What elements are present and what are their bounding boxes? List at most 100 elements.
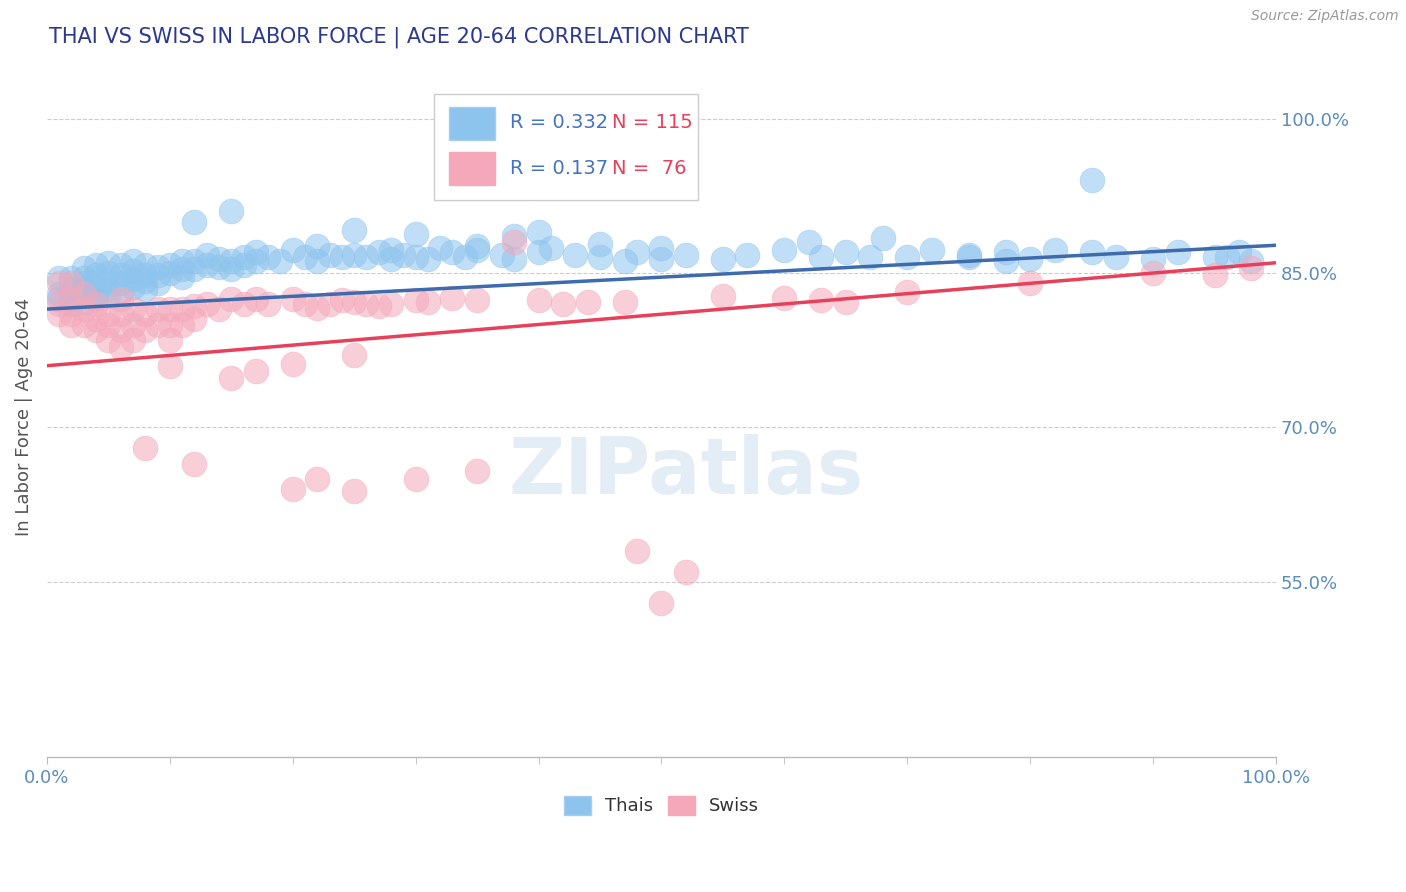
Point xyxy=(48,286,70,301)
Point xyxy=(60,271,83,285)
Point xyxy=(527,293,550,307)
Point xyxy=(1204,268,1226,282)
Point xyxy=(73,281,96,295)
Point xyxy=(134,307,156,321)
Point xyxy=(97,256,120,270)
Point xyxy=(281,292,304,306)
Point xyxy=(232,297,254,311)
Point xyxy=(307,253,329,268)
Point xyxy=(356,250,378,264)
Point xyxy=(122,333,145,347)
Point xyxy=(650,241,672,255)
Point xyxy=(994,245,1017,260)
Point xyxy=(110,323,132,337)
Point xyxy=(110,284,132,298)
Point xyxy=(589,237,612,252)
Point xyxy=(257,297,280,311)
Point xyxy=(159,302,181,317)
Point xyxy=(122,318,145,332)
Point xyxy=(343,348,366,362)
Point xyxy=(343,223,366,237)
Point xyxy=(441,245,464,260)
Point xyxy=(110,277,132,291)
Point xyxy=(957,247,980,261)
Point xyxy=(650,595,672,609)
Text: N = 115: N = 115 xyxy=(612,113,693,133)
Point xyxy=(208,252,231,266)
Text: N =  76: N = 76 xyxy=(612,159,686,178)
FancyBboxPatch shape xyxy=(434,95,699,200)
Point xyxy=(454,250,477,264)
Point xyxy=(60,277,83,291)
Point xyxy=(97,289,120,303)
Point xyxy=(84,285,107,299)
Point xyxy=(1080,245,1102,260)
Point xyxy=(134,258,156,272)
Point xyxy=(84,277,107,291)
Point xyxy=(1216,250,1239,264)
Point xyxy=(576,122,599,136)
Point xyxy=(73,271,96,285)
Point xyxy=(307,239,329,253)
Point xyxy=(48,297,70,311)
Point xyxy=(626,544,648,558)
Point xyxy=(172,318,194,332)
Point xyxy=(1142,266,1164,280)
Point xyxy=(97,281,120,295)
Point xyxy=(48,292,70,306)
Point xyxy=(60,318,83,332)
Point xyxy=(159,266,181,280)
Point xyxy=(97,318,120,332)
Point xyxy=(195,247,218,261)
Point xyxy=(73,260,96,275)
Point xyxy=(294,250,316,264)
Point xyxy=(73,302,96,317)
Point xyxy=(122,272,145,286)
Point xyxy=(356,297,378,311)
Point xyxy=(110,340,132,354)
Point xyxy=(835,245,858,260)
Point xyxy=(195,297,218,311)
Point xyxy=(737,247,759,261)
Point xyxy=(110,292,132,306)
Point xyxy=(245,245,267,260)
Point xyxy=(97,333,120,347)
Point xyxy=(60,281,83,295)
Point xyxy=(1227,245,1250,260)
Point xyxy=(183,312,205,326)
Point xyxy=(183,299,205,313)
Point xyxy=(232,258,254,272)
Point xyxy=(491,247,513,261)
Point xyxy=(183,253,205,268)
Point xyxy=(73,277,96,291)
Point xyxy=(318,297,340,311)
Point xyxy=(600,132,623,146)
Point xyxy=(60,297,83,311)
Point xyxy=(465,239,488,253)
Point xyxy=(110,268,132,282)
Point xyxy=(564,247,586,261)
Point xyxy=(294,297,316,311)
Point xyxy=(60,307,83,321)
Text: R = 0.332: R = 0.332 xyxy=(510,113,609,133)
Point xyxy=(245,253,267,268)
Point xyxy=(1240,260,1263,275)
Point xyxy=(380,252,402,266)
Point xyxy=(281,244,304,258)
Point xyxy=(84,297,107,311)
Point xyxy=(503,229,526,244)
Point xyxy=(159,333,181,347)
Point xyxy=(343,294,366,309)
Point xyxy=(711,289,734,303)
Point xyxy=(330,293,353,307)
Point xyxy=(232,250,254,264)
Point xyxy=(711,252,734,266)
Point xyxy=(73,294,96,309)
Point xyxy=(122,280,145,294)
Y-axis label: In Labor Force | Age 20-64: In Labor Force | Age 20-64 xyxy=(15,298,32,536)
Point xyxy=(245,292,267,306)
Point xyxy=(1240,253,1263,268)
Point xyxy=(994,253,1017,268)
Point xyxy=(1080,173,1102,187)
Point xyxy=(219,253,242,268)
